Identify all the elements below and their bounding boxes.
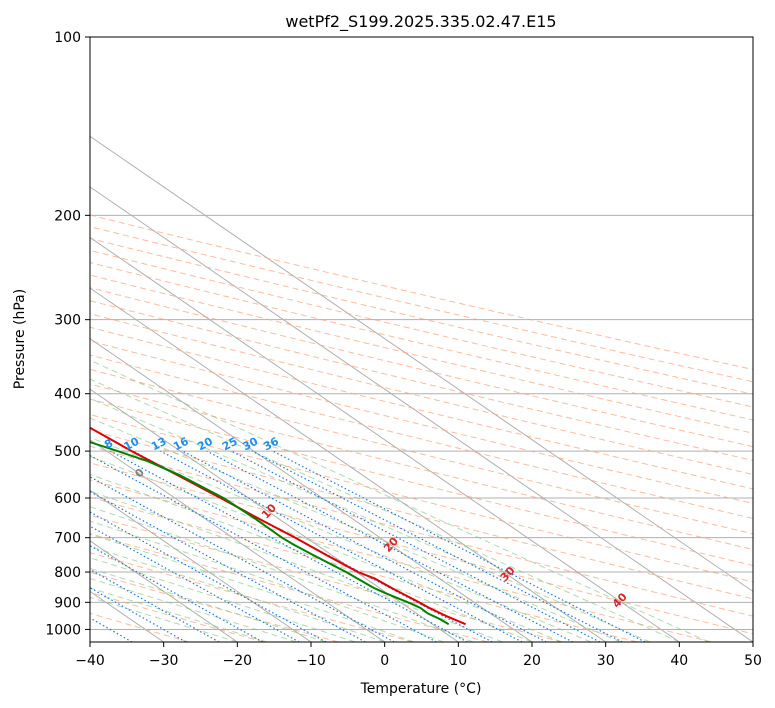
isotherm-line	[90, 489, 312, 642]
mixing-ratio-label: 10	[122, 435, 142, 454]
mixing-ratio-line	[90, 525, 300, 642]
y-tick-label: 500	[54, 444, 81, 460]
x-tick-label: 20	[523, 653, 541, 669]
mixing-ratio-label: 30	[241, 435, 261, 454]
moist-adiabat-line	[90, 455, 562, 642]
mixing-ratio-line	[160, 450, 523, 642]
moist-adiabat-line	[90, 417, 621, 642]
x-tick-label: −40	[75, 653, 105, 669]
dry-adiabat-line	[90, 429, 753, 600]
dry-adiabat-line	[90, 383, 753, 551]
mixing-ratio-line	[206, 450, 574, 642]
mixing-ratio-line	[251, 450, 623, 642]
y-tick-label: 100	[54, 30, 81, 46]
dry-adiabat-line	[90, 398, 753, 567]
line-labels: 810131620253036-100-90-80-70-60-50-40-30…	[102, 435, 630, 611]
y-tick-label: 800	[54, 565, 81, 581]
plot-area	[90, 37, 753, 642]
isotherm-line	[90, 388, 459, 642]
x-axis-label: Temperature (°C)	[360, 681, 482, 697]
isotherm-line	[90, 236, 680, 642]
mixing-ratio-label: 20	[195, 435, 215, 454]
profiles	[90, 426, 466, 626]
x-tick-label: 10	[449, 653, 467, 669]
mixing-ratio-label: 25	[220, 435, 240, 454]
isotherm-line	[90, 186, 753, 642]
y-tick-label: 600	[54, 491, 81, 507]
dry-adiabat-line	[90, 326, 753, 490]
mixing-ratio-line	[90, 587, 187, 642]
x-tick-label: −30	[149, 653, 179, 669]
mixing-ratio-line	[90, 545, 264, 642]
mixing-ratio-line	[231, 450, 601, 642]
moist-adiabat-line	[90, 520, 444, 642]
mixing-ratio-line	[90, 568, 220, 642]
x-tick-label: 30	[597, 653, 615, 669]
isotherm-line	[90, 439, 385, 642]
isotherm-line	[90, 135, 753, 593]
x-tick-label: 0	[380, 653, 389, 669]
moist-adiabat-line	[90, 596, 238, 642]
dewpoint-profile-line	[90, 441, 450, 626]
mixing-ratio-line	[272, 450, 646, 642]
moist-adiabat-line	[90, 397, 651, 642]
moist-adiabat-line	[90, 587, 267, 642]
moist-adiabat-line	[90, 545, 385, 642]
temperature-profile-line	[90, 426, 466, 626]
y-axis-label: Pressure (hPa)	[12, 289, 28, 389]
mixing-ratio-label: 36	[261, 435, 281, 454]
diagram-lines	[90, 37, 753, 642]
y-tick-label: 200	[54, 208, 81, 224]
plot-frame	[89, 36, 754, 643]
x-tick-label: −10	[296, 653, 326, 669]
dry-adiabat-line	[90, 445, 753, 617]
dry-adiabat-line	[90, 214, 753, 371]
mixing-ratio-label: 13	[149, 435, 169, 454]
dry-adiabat-line	[90, 237, 753, 395]
x-tick-label: 50	[744, 653, 762, 669]
chart-title: wetPf2_S199.2025.335.02.47.E15	[285, 12, 556, 32]
mixing-ratio-line	[182, 450, 547, 642]
moist-adiabat-line	[90, 378, 680, 642]
axis-ticks: −40 −30 −20 −10 0 10 20 30 40 50 100 200 300 400 500 60…	[45, 30, 762, 669]
y-tick-label: 300	[54, 313, 81, 329]
moist-adiabat-line	[90, 473, 533, 642]
mixing-ratio-label: 16	[171, 435, 191, 454]
dry-adiabat-line	[90, 462, 753, 635]
dry-adiabat-line	[90, 226, 753, 383]
mixing-ratio-line	[90, 476, 395, 642]
y-tick-label: 900	[54, 595, 81, 611]
y-tick-label: 1000	[45, 622, 81, 638]
isotherm-line	[90, 287, 606, 642]
moist-adiabat-line	[90, 359, 710, 642]
x-tick-label: 40	[670, 653, 688, 669]
x-tick-label: −20	[223, 653, 253, 669]
moist-adiabat-line	[90, 577, 297, 642]
y-tick-label: 400	[54, 387, 81, 403]
dry-adiabat-line	[90, 249, 753, 408]
y-tick-label: 700	[54, 531, 81, 547]
dry-adiabat-line	[90, 514, 563, 642]
